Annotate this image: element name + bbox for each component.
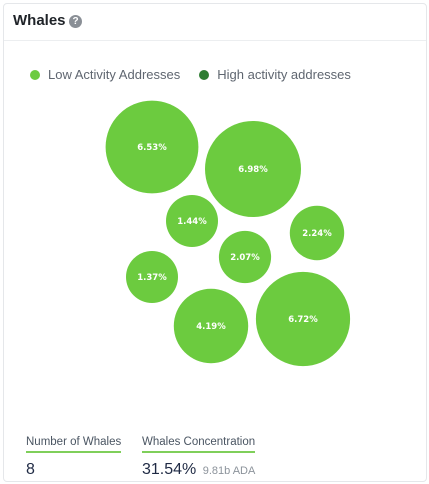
card-header: Whales ? <box>4 4 426 41</box>
bubble-label: 2.07% <box>230 253 260 263</box>
bubble-label: 6.98% <box>238 165 268 175</box>
whales-card: Whales ? Low Activity Addresses High act… <box>3 3 427 482</box>
legend-label: High activity addresses <box>217 67 351 82</box>
bubble-chart: 6.53% 6.98% 1.44% 2.24% 2.07% 1.37% 4.19% 6.72% <box>105 100 351 367</box>
bubble[interactable] <box>166 195 218 247</box>
stat-number-of-whales: Number of Whales 8 <box>26 432 122 479</box>
bubble-label: 1.37% <box>137 273 167 283</box>
stat-whales-concentration: Whales Concentration 31.54% 9.81b ADA <box>142 432 255 479</box>
bubble-label: 2.24% <box>302 229 332 239</box>
bubble[interactable] <box>173 288 249 364</box>
legend-dot-icon <box>30 69 40 80</box>
stat-label: Number of Whales <box>26 436 122 453</box>
bubble[interactable] <box>289 205 345 261</box>
legend-label: Low Activity Addresses <box>48 67 181 82</box>
bubble-label: 1.44% <box>177 217 207 227</box>
bubble[interactable] <box>218 230 272 284</box>
legend-item-high-activity[interactable]: High activity addresses <box>199 67 351 82</box>
legend-dot-icon <box>199 69 210 80</box>
bubble-label: 4.19% <box>196 322 226 332</box>
stat-main-value: 31.54% <box>142 461 197 478</box>
card-title: Whales <box>13 12 66 29</box>
bubble[interactable] <box>255 271 351 367</box>
bubble[interactable] <box>126 251 178 303</box>
stat-value: 8 <box>26 461 35 478</box>
bubble-label: 6.72% <box>288 315 318 325</box>
chart-legend: Low Activity Addresses High activity add… <box>30 67 370 82</box>
question-circle-icon[interactable]: ? <box>69 15 82 28</box>
stat-label: Whales Concentration <box>142 436 256 453</box>
legend-item-low-activity[interactable]: Low Activity Addresses <box>30 67 180 82</box>
stat-sub-value: 9.81b ADA <box>202 465 256 477</box>
bubble-label: 6.53% <box>137 143 167 153</box>
bubble[interactable] <box>205 121 301 217</box>
bubble[interactable] <box>105 100 199 194</box>
stat-value: 31.54% 9.81b ADA <box>142 461 255 479</box>
